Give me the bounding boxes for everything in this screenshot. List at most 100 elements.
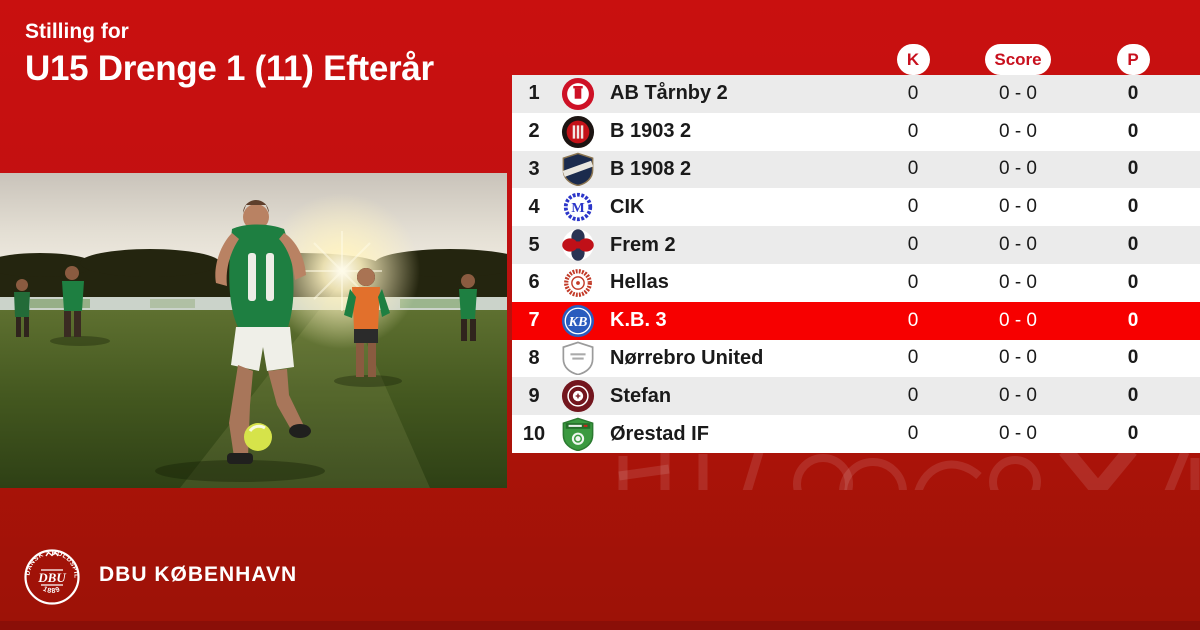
club-logo-icon: M [561,190,595,224]
position-number: 4 [528,195,540,218]
standings-rows: 1 AB Tårnby 2 0 0 - 0 0 2 B 1903 2 0 0 - 0 0 3 B 19… [512,75,1200,453]
standings-header: K Score P [512,44,1200,75]
matches-played-value: 0 [907,158,919,180]
club-name: AB Tårnby 2 [610,82,728,105]
club-logo-icon [561,379,595,413]
points-value: 0 [1127,82,1139,104]
position-number: 9 [528,384,540,407]
score-value: 0 - 0 [998,82,1038,104]
club-name: K.B. 3 [610,309,667,332]
seal-crown [45,551,59,557]
club-logo-icon: KB [561,304,595,338]
table-row[interactable]: 4 M CIK 0 0 - 0 0 [512,188,1200,227]
matches-played-value: 0 [907,271,919,293]
table-row[interactable]: 8 Nørrebro United 0 0 - 0 0 [512,339,1200,378]
column-header-p: P [1116,44,1150,75]
soccer-ball [244,423,272,451]
svg-text:M: M [571,200,584,216]
points-value: 0 [1127,271,1139,293]
score-value: 0 - 0 [998,120,1038,142]
position-number: 7 [528,309,540,332]
club-logo-icon [561,417,595,452]
score-value: 0 - 0 [998,158,1038,180]
points-value: 0 [1127,309,1139,331]
club-name: B 1903 2 [610,120,692,143]
position-number: 10 [522,422,546,445]
player-figure-main [215,200,311,464]
footer: DANSK · BOLDSPIL·UNION 1889 DBU DBU KØBE… [23,541,297,609]
club-name: B 1908 2 [610,157,692,180]
svg-text:DBU: DBU [37,570,66,585]
position-number: 6 [528,271,540,294]
column-header-score: Score [985,44,1051,75]
position-number: 8 [528,346,540,369]
svg-text:1889: 1889 [42,586,62,595]
svg-text:KB: KB [568,314,588,330]
table-row[interactable]: 6 Hellas 0 0 - 0 0 [512,263,1200,302]
club-name: CIK [610,195,645,218]
org-name: DBU KØBENHAVN [99,563,298,586]
club-logo-icon [561,266,595,300]
points-value: 0 [1127,385,1139,407]
title-block: Stilling for U15 Drenge 1 (11) Efterår [25,20,434,88]
table-row[interactable]: 7 KB K.B. 3 0 0 - 0 0 [512,301,1200,340]
position-number: 3 [528,157,540,180]
table-row[interactable]: 9 Stefan 0 0 - 0 0 [512,377,1200,416]
club-logo-icon [561,228,595,262]
points-value: 0 [1127,234,1139,256]
club-name: Frem 2 [610,233,676,256]
points-value: 0 [1127,196,1139,218]
dbu-watermark-pattern [595,450,1200,490]
position-number: 5 [528,233,540,256]
matches-played-value: 0 [907,347,919,369]
matches-played-value: 0 [907,82,919,104]
bottom-strip [0,621,1200,630]
club-logo-icon [561,115,595,149]
table-row[interactable]: 1 AB Tårnby 2 0 0 - 0 0 [512,75,1200,113]
points-value: 0 [1127,158,1139,180]
player-figure-right [459,274,477,341]
dbu-seal-logo: DANSK · BOLDSPIL·UNION 1889 DBU [23,541,80,605]
club-name: Nørrebro United [610,346,764,369]
position-number: 1 [528,82,540,105]
player-figure-far-left [14,279,30,337]
club-name: Stefan [610,384,672,407]
score-value: 0 - 0 [998,196,1038,218]
matches-played-value: 0 [907,196,919,218]
points-value: 0 [1127,423,1139,445]
player-figure-left [62,266,84,337]
club-logo-icon [561,152,595,187]
player-shadow [50,336,110,346]
standings-table: K Score P 1 AB Tårnby 2 0 0 - 0 0 2 B 1903 2 0 0… [512,44,1200,453]
page-subtitle: Stilling for [25,20,129,43]
table-row[interactable]: 3 B 1908 2 0 0 - 0 0 [512,150,1200,189]
score-value: 0 - 0 [998,234,1038,256]
hero-photo [0,173,507,488]
score-value: 0 - 0 [998,271,1038,293]
matches-played-value: 0 [907,120,919,142]
table-row[interactable]: 2 B 1903 2 0 0 - 0 0 [512,112,1200,151]
club-logo-icon [561,77,595,111]
player-figure-orange [344,268,390,377]
score-value: 0 - 0 [998,423,1038,445]
matches-played-value: 0 [907,309,919,331]
table-row[interactable]: 10 Ørestad IF 0 0 - 0 0 [512,415,1200,453]
soccer-photo-illustration [0,173,507,488]
score-value: 0 - 0 [998,347,1038,369]
club-logo-icon [561,341,595,376]
score-value: 0 - 0 [998,309,1038,331]
score-value: 0 - 0 [998,385,1038,407]
column-header-k: K [896,44,930,75]
matches-played-value: 0 [907,385,919,407]
points-value: 0 [1127,347,1139,369]
player-shadow [155,460,325,482]
matches-played-value: 0 [907,234,919,256]
club-name: Hellas [610,271,669,294]
position-number: 2 [528,120,540,143]
matches-played-value: 0 [907,423,919,445]
points-value: 0 [1127,120,1139,142]
club-name: Ørestad IF [610,422,709,445]
player-shadow [334,375,402,387]
table-row[interactable]: 5 Frem 2 0 0 - 0 0 [512,226,1200,264]
page-title: U15 Drenge 1 (11) Efterår [25,49,434,89]
